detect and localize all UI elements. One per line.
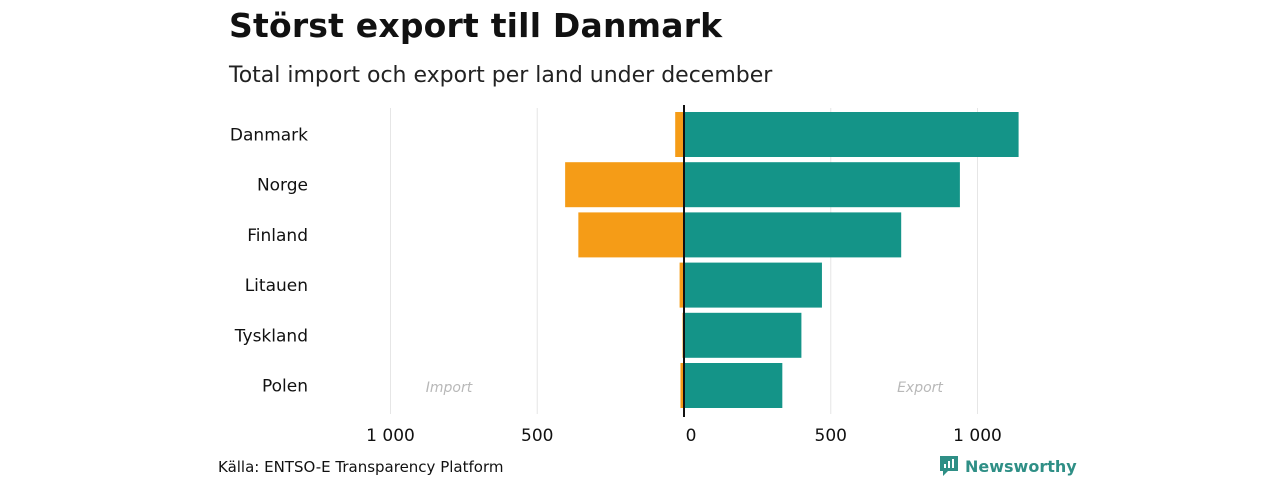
x-tick-label: 1 000 [366,426,415,446]
category-label: Danmark [230,126,308,146]
bar-import [565,162,684,208]
x-tick-label: 500 [521,426,553,446]
import-annotation: Import [426,380,473,396]
bar-import [578,212,684,258]
bar-import [675,112,684,157]
bar-import [679,262,684,308]
chart-title: Störst export till Danmark [229,6,723,45]
bar-export [684,112,1019,157]
source-note: Källa: ENTSO-E Transparency Platform [218,458,504,476]
x-tick-label: 0 [686,426,697,446]
category-label: Polen [262,377,308,397]
category-label: Tyskland [234,326,308,346]
category-label: Norge [257,176,308,196]
bar-export [684,212,902,258]
brand: Newsworthy [939,455,1077,477]
bar-export [684,363,783,408]
newsworthy-logo-icon [940,456,958,476]
brand-name: Newsworthy [965,456,1077,476]
bar-import [680,363,684,408]
export-annotation: Export [897,380,943,396]
x-tick-label: 1 000 [953,426,1002,446]
bar-export [684,162,960,208]
bar-export [684,262,822,308]
category-label: Litauen [245,276,308,296]
bar-export [684,312,802,358]
category-label: Finland [247,226,308,246]
x-tick-label: 500 [815,426,847,446]
chart-subtitle: Total import och export per land under d… [229,63,773,88]
